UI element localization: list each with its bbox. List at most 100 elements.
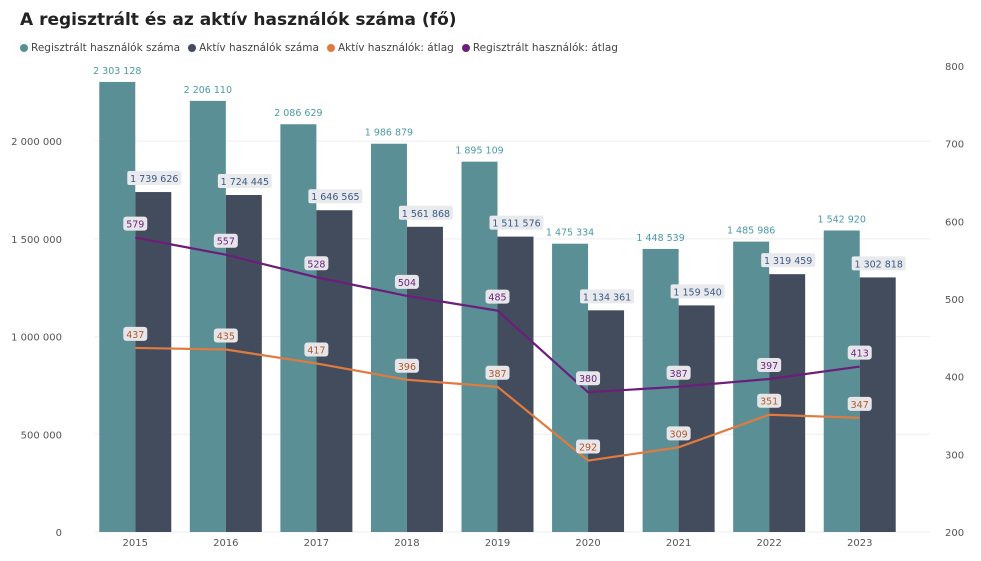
bar-registered (823, 230, 860, 532)
line-label-bg (485, 365, 510, 380)
data-label-registered: 1 448 539 (636, 233, 684, 244)
chart-title: A regisztrált és az aktív használók szám… (20, 10, 457, 30)
data-label-registered: 2 206 110 (184, 85, 232, 96)
legend-item[interactable]: Regisztrált használók: átlag (461, 42, 618, 54)
data-label-bg (127, 171, 182, 186)
line-label-bg (576, 371, 601, 386)
legend-dot-icon (461, 44, 470, 52)
y-left-tick-label: 0 (56, 528, 62, 539)
y-right-tick-label: 800 (945, 62, 964, 73)
bar-registered (733, 241, 770, 532)
data-label-active: 1 511 576 (492, 219, 540, 230)
line-label-bg (123, 326, 148, 341)
line-label-bg (576, 439, 601, 454)
x-tick-label: 2016 (213, 538, 238, 549)
legend-dot-icon (188, 44, 197, 52)
legend-label: Regisztrált használók: átlag (472, 42, 618, 54)
data-label-registered: 2 086 629 (274, 108, 322, 119)
data-label-bg (851, 256, 906, 271)
data-label-active: 1 302 818 (855, 259, 903, 270)
data-label-bg (670, 284, 725, 299)
data-label-registered: 1 485 986 (727, 226, 775, 237)
line-data-label: 504 (398, 278, 416, 289)
line-data-label: 413 (851, 349, 869, 360)
data-label-registered: 1 895 109 (455, 146, 503, 157)
series-line (135, 236, 860, 394)
data-label-active: 1 646 565 (311, 192, 359, 203)
line-label-bg (485, 289, 510, 304)
data-label-active: 1 159 540 (673, 287, 721, 298)
y-right-tick-label: 400 (945, 373, 964, 384)
line-data-label: 485 (488, 293, 506, 304)
line-label-bg (757, 357, 782, 372)
line-data-label: 528 (307, 259, 325, 270)
line-data-label: 380 (579, 374, 597, 385)
line-data-label: 417 (307, 345, 325, 356)
y-right-tick-label: 600 (945, 217, 964, 228)
y-left-tick-label: 1 500 000 (11, 235, 62, 246)
line-label-bg (666, 426, 691, 441)
line-label-bg (304, 342, 329, 357)
line-data-label: 557 (217, 237, 235, 248)
x-tick-label: 2017 (304, 538, 329, 549)
legend-label: Aktív használók: átlag (337, 42, 454, 54)
data-label-bg (580, 289, 635, 304)
bar-registered (99, 81, 136, 532)
y-right-tick-label: 500 (945, 295, 964, 306)
line-data-label: 292 (579, 443, 597, 454)
y-left-tick-label: 2 000 000 (11, 137, 62, 148)
line-label-bg (847, 396, 872, 411)
y-left-tick-label: 1 000 000 (11, 333, 62, 344)
data-label-active: 1 724 445 (221, 177, 269, 188)
bar-active (678, 305, 715, 532)
line-label-bg (304, 256, 329, 271)
line-data-label: 396 (398, 362, 416, 373)
data-label-active: 1 319 459 (764, 256, 812, 267)
legend-label: Regisztrált használók száma (31, 42, 181, 54)
legend-item[interactable]: Regisztrált használók száma (20, 42, 180, 54)
legend: Regisztrált használók száma Aktív használ… (20, 42, 620, 54)
x-tick-label: 2023 (847, 538, 872, 549)
x-tick-label: 2021 (666, 538, 691, 549)
legend-label: Aktív használók száma (199, 42, 319, 54)
line-data-label: 437 (126, 330, 144, 341)
data-label-registered: 2 303 128 (93, 66, 141, 77)
line-label-bg (666, 365, 691, 380)
data-label-bg (761, 253, 816, 268)
data-label-bg (217, 174, 272, 189)
line-label-bg (123, 216, 148, 231)
line-data-label: 387 (488, 369, 506, 380)
legend-item[interactable]: Aktív használók: átlag (326, 42, 454, 54)
y-right-tick-label: 300 (945, 450, 964, 461)
line-data-label: 347 (851, 400, 869, 411)
series-line (135, 346, 860, 462)
data-label-active: 1 739 626 (130, 174, 178, 185)
line-data-label: 397 (760, 361, 778, 372)
line-data-label: 435 (217, 331, 235, 342)
bar-active (135, 192, 172, 532)
line-data-label: 579 (126, 220, 144, 231)
bar-active (588, 310, 625, 532)
legend-dot-icon (326, 44, 335, 52)
x-tick-label: 2019 (485, 538, 510, 549)
line-data-label: 309 (670, 429, 688, 440)
line-data-label: 351 (760, 397, 778, 408)
x-tick-label: 2015 (123, 538, 148, 549)
x-tick-label: 2020 (575, 538, 600, 549)
line-label-bg (213, 233, 238, 248)
bar-registered (189, 100, 226, 532)
line-label-bg (213, 328, 238, 343)
x-tick-label: 2018 (394, 538, 419, 549)
data-label-bg (489, 215, 544, 230)
line-data-label: 387 (670, 369, 688, 380)
bar-active (497, 236, 534, 532)
legend-item[interactable]: Aktív használók száma (188, 42, 319, 54)
line-label-bg (847, 345, 872, 360)
line-label-bg (394, 274, 419, 289)
y-right-tick-label: 700 (945, 140, 964, 151)
bar-registered (280, 124, 317, 532)
bar-registered (370, 143, 407, 533)
line-label-bg (394, 358, 419, 373)
y-right-tick-label: 200 (945, 528, 964, 539)
